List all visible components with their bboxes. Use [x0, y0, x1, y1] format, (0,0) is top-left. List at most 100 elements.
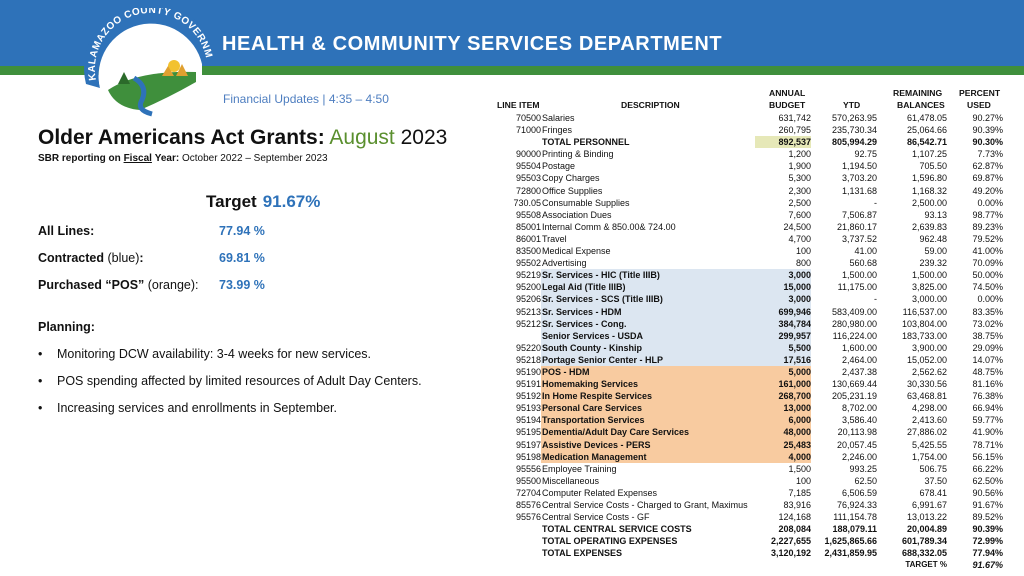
remaining-cell: 1,168.32	[911, 185, 947, 196]
percent-cell: 91.67%	[972, 500, 1003, 510]
title-grant-name: Older Americans Act Grants:	[38, 126, 325, 149]
percent-cell: 62.50%	[972, 475, 1003, 486]
budget-cell: 299,957	[755, 329, 811, 342]
planning-list: • Monitoring DCW availability: 3-4 weeks …	[38, 347, 422, 428]
description-cell: Fringes	[542, 125, 573, 136]
remaining-cell: 30,330.56	[906, 379, 947, 390]
line-item-cell: 85001	[515, 221, 541, 232]
percent-cell: 62.87%	[972, 161, 1003, 172]
line-item-cell: 71000	[515, 125, 541, 136]
budget-cell: 161,000	[755, 378, 811, 391]
budget-cell: 48,000	[755, 426, 811, 439]
line-item-cell: 730.05	[513, 197, 541, 208]
target-label: Target	[206, 192, 257, 211]
remaining-cell: 506.75	[919, 463, 947, 474]
percent-cell: 90.39%	[972, 125, 1003, 136]
line-item-cell: 95213	[515, 306, 541, 317]
percent-cell: 69.87%	[972, 173, 1003, 184]
line-item-cell: 90000	[515, 149, 541, 160]
remaining-cell: 63,468.81	[906, 391, 947, 402]
percent-cell: 7.73%	[977, 149, 1003, 160]
stat-contracted-label: Contracted (blue):	[38, 251, 144, 265]
header-percent-top: PERCENT	[959, 88, 1001, 98]
budget-cell: 892,537	[755, 136, 811, 149]
remaining-cell: 705.50	[919, 161, 947, 172]
table-row: TOTAL OPERATING EXPENSES 2,227,655 1,625,8…	[497, 535, 1007, 547]
remaining-cell: 61,478.05	[906, 113, 947, 123]
table-row: TOTAL CENTRAL SERVICE COSTS 208,084 188,07…	[497, 523, 1007, 535]
line-item-cell: 95194	[515, 415, 541, 426]
ytd-cell: 993.25	[849, 463, 877, 474]
title-year: 2023	[400, 126, 448, 149]
bullet-icon: •	[38, 374, 43, 388]
table-row: 95191 Homemaking Services 161,000 130,669.4…	[497, 378, 1007, 391]
planning-bullet-text: Increasing services and enrollments in S…	[57, 401, 338, 415]
line-item-cell: 95191	[515, 379, 541, 390]
remaining-cell: 962.48	[919, 233, 947, 244]
percent-cell: 41.90%	[972, 427, 1003, 438]
budget-cell: 2,500	[788, 197, 811, 208]
table-row: Senior Services - USDA 299,957 116,224.00 1…	[497, 329, 1007, 342]
line-item-cell: 95576	[515, 512, 541, 523]
table-row: 95504 Postage 1,900 1,194.50 705.50 62.87%	[497, 160, 1007, 172]
description-cell: Travel	[542, 233, 567, 244]
percent-cell: 0.00%	[977, 197, 1003, 208]
stat-contracted-text: Contracted	[38, 251, 104, 265]
budget-cell: 699,946	[755, 305, 811, 318]
remaining-cell: 183,733.00	[901, 330, 947, 341]
description-cell: Sr. Services - SCS (Title IIIB)	[541, 293, 755, 306]
remaining-cell: 678.41	[919, 487, 947, 498]
description-cell: Assistive Devices - PERS	[541, 438, 755, 451]
description-cell: Central Service Costs - Charged to Grant…	[542, 500, 748, 510]
table-row: 95193 Personal Care Services 13,000 8,702.0…	[497, 402, 1007, 415]
description-cell: Central Service Costs - GF	[542, 512, 650, 523]
remaining-cell: 2,500.00	[911, 197, 947, 208]
ytd-cell: 1,625,865.66	[824, 536, 877, 547]
table-row: 95576 Central Service Costs - GF 124,168 11…	[497, 511, 1007, 523]
line-item-cell: 95195	[515, 427, 541, 438]
header-remaining-top: REMAINING	[893, 88, 943, 98]
description-cell: Salaries	[542, 113, 575, 123]
budget-cell: 800	[795, 258, 811, 269]
ytd-cell: 280,980.00	[831, 318, 877, 329]
remaining-cell: 1,107.25	[911, 149, 947, 160]
line-item-cell: 85576	[515, 500, 541, 510]
table-row: 95198 Medication Management 4,000 2,246.00 1…	[497, 450, 1007, 463]
line-item-cell: 95503	[515, 173, 541, 184]
description-cell: TOTAL PERSONNEL	[542, 137, 630, 148]
line-item-cell: 95206	[515, 294, 541, 305]
budget-cell: 6,000	[755, 414, 811, 427]
county-logo: KALAMAZOO COUNTY GOVERNMENT	[74, 6, 224, 130]
header-stripe	[0, 66, 1024, 75]
remaining-cell: 25,064.66	[906, 125, 947, 136]
table-row: 95508 Association Dues 7,600 7,506.87 93.13 9…	[497, 209, 1007, 221]
budget-cell: 25,483	[755, 438, 811, 451]
percent-cell: 66.94%	[972, 403, 1003, 414]
percent-cell: 81.16%	[972, 379, 1003, 390]
ytd-cell: 205,231.19	[831, 391, 877, 402]
table-row: TOTAL PERSONNEL 892,537 805,994.29 86,542.7…	[497, 136, 1007, 149]
table-row: 95556 Employee Training 1,500 993.25 506.75 6…	[497, 463, 1007, 475]
percent-cell: 41.00%	[972, 246, 1003, 257]
description-cell: TOTAL CENTRAL SERVICE COSTS	[542, 524, 692, 535]
remaining-cell: 239.32	[919, 258, 947, 269]
description-cell: Postage	[542, 161, 576, 172]
ytd-cell: 6,506.59	[841, 487, 877, 498]
header-line-item: LINE ITEM	[497, 100, 540, 110]
table-row: 72704 Computer Related Expenses 7,185 6,506…	[497, 487, 1007, 499]
description-cell: Homemaking Services	[541, 378, 755, 391]
percent-cell: 49.20%	[972, 185, 1003, 196]
percent-cell: 76.38%	[972, 391, 1003, 402]
stat-all-lines-label: All Lines:	[38, 224, 94, 238]
ytd-cell: 1,131.68	[841, 185, 877, 196]
budget-cell: 5,000	[755, 365, 811, 379]
bullet-icon: •	[38, 401, 43, 415]
remaining-cell: 103,804.00	[901, 318, 947, 329]
table-row: 95219 Sr. Services - HIC (Title IIIB) 3,00…	[497, 269, 1007, 282]
planning-heading: Planning:	[38, 320, 95, 334]
remaining-cell: 20,004.89	[906, 524, 947, 535]
ytd-cell: 235,730.34	[831, 125, 877, 136]
line-item-cell: 95192	[515, 391, 541, 402]
percent-cell: 90.30%	[972, 137, 1003, 148]
remaining-cell: 2,413.60	[911, 415, 947, 426]
